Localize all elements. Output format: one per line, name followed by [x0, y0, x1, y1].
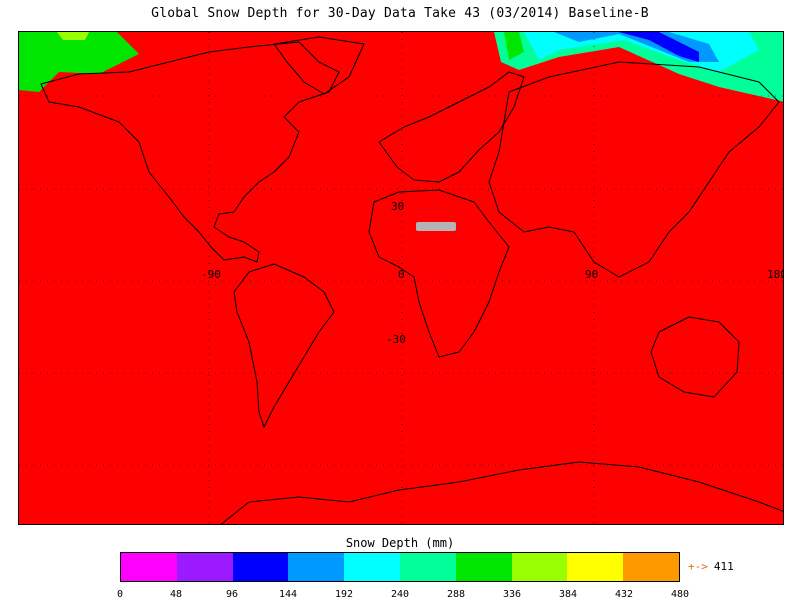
lon-label-0: 0	[398, 268, 405, 281]
colorbar-tick-label: 384	[558, 589, 578, 600]
colorbar-tick-label: 240	[390, 589, 410, 600]
coastlines	[40, 36, 783, 524]
coastline-africa	[368, 189, 510, 358]
lat-label-30: 30	[391, 200, 405, 213]
coastline-antarctica	[220, 461, 783, 524]
map-svg	[19, 32, 783, 524]
colorbar-tick-label: 480	[670, 589, 690, 600]
no-data-patch	[416, 222, 456, 231]
lon-label-90: 90	[585, 268, 599, 281]
overflow-value: 411	[713, 560, 734, 573]
snow-patch-siberia-deepest	[619, 32, 699, 62]
colorbar-segment	[567, 553, 624, 581]
colorbar-segment	[455, 553, 512, 581]
snow-patch-canada	[19, 32, 139, 92]
map-title: Global Snow Depth for 30-Day Data Take 4…	[151, 6, 649, 21]
lon-label-neg90: -90	[201, 268, 221, 281]
colorbar-segment	[121, 553, 177, 581]
colorbar-segment	[344, 553, 400, 581]
colorbar-tick-label: 48	[169, 589, 183, 600]
coastline-asia	[488, 61, 780, 278]
overflow-indicator: +-> 411	[688, 560, 734, 573]
map-background	[19, 32, 783, 524]
coastline-europe	[378, 71, 525, 183]
colorbar-tick-label: 336	[502, 589, 522, 600]
snow-depth-map: 30 -30 -90 0 90 180	[18, 31, 784, 525]
colorbar-segment	[176, 553, 233, 581]
coastline-australia	[650, 316, 740, 398]
colorbar-tick-label: 144	[278, 589, 298, 600]
lon-label-180: 180	[767, 268, 783, 281]
colorbar-segment	[232, 553, 289, 581]
colorbar-tick-label: 0	[116, 589, 124, 600]
colorbar-tick-label: 96	[225, 589, 239, 600]
coastline-greenland	[273, 36, 365, 95]
colorbar-tick-label: 432	[614, 589, 634, 600]
colorbar-tick-label: 288	[446, 589, 466, 600]
coastline-south-america	[233, 263, 335, 428]
snow-patch-scandinavia	[504, 32, 524, 60]
coastline-north-america	[40, 41, 340, 263]
colorbar-segment	[511, 553, 568, 581]
colorbar-segment	[288, 553, 345, 581]
colorbar-segment	[399, 553, 456, 581]
colorbar	[120, 552, 680, 582]
colorbar-segment	[623, 553, 679, 581]
overflow-arrow: +->	[688, 560, 708, 573]
lat-label-neg30: -30	[386, 333, 406, 346]
snow-patch-canada-highlight	[57, 32, 89, 40]
legend-title: Snow Depth (mm)	[345, 536, 455, 550]
colorbar-tick-label: 192	[334, 589, 354, 600]
